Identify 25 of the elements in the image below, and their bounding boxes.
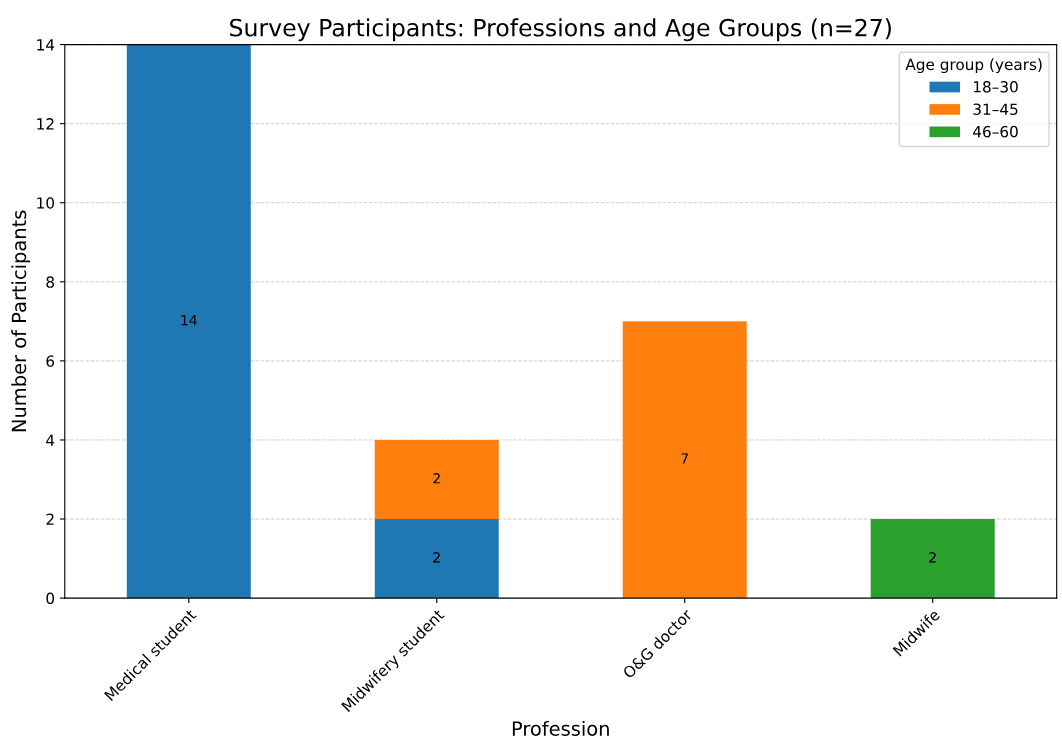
y-tick-label: 10 xyxy=(37,197,55,209)
chart-title: Survey Participants: Professions and Age Groups (n=27) xyxy=(230,18,891,42)
bar xyxy=(126,44,251,599)
data-label: 2 xyxy=(433,473,440,484)
y-tick-label: 8 xyxy=(46,276,55,288)
bar xyxy=(622,321,747,599)
y-tick-label: 4 xyxy=(46,434,55,446)
legend-label: 18–30 xyxy=(973,81,1018,93)
bar xyxy=(374,519,499,599)
bar xyxy=(870,519,995,599)
y-axis-title: Number of Participants xyxy=(11,210,31,432)
data-label: 14 xyxy=(181,315,197,326)
bar xyxy=(374,439,499,520)
y-tick-label: 6 xyxy=(46,355,55,367)
y-tick-label: 0 xyxy=(46,592,55,605)
legend-title: Age group (years) xyxy=(905,58,1042,74)
x-axis-title: Profession xyxy=(512,720,609,736)
data-label: 7 xyxy=(681,453,688,464)
y-tick-label: 14 xyxy=(37,39,55,51)
data-label: 2 xyxy=(433,552,440,563)
y-tick-label: 12 xyxy=(37,118,54,130)
legend-label: 46–60 xyxy=(973,125,1018,138)
legend-label: 31–45 xyxy=(973,103,1018,116)
data-label: 2 xyxy=(929,552,936,563)
y-tick-label: 2 xyxy=(46,513,54,525)
